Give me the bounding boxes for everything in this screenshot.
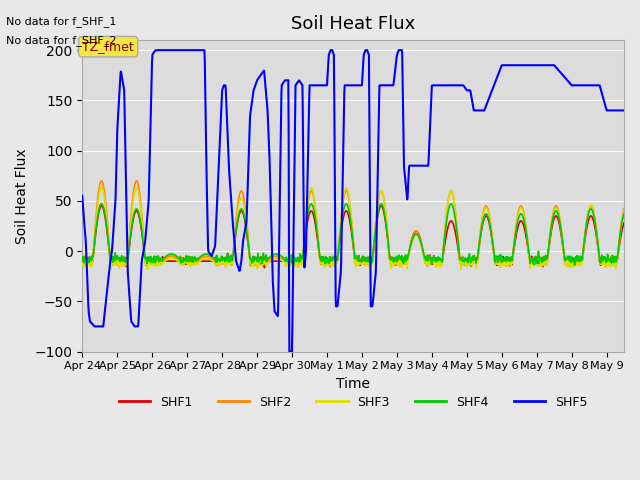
X-axis label: Time: Time [336, 377, 370, 391]
Legend: SHF1, SHF2, SHF3, SHF4, SHF5: SHF1, SHF2, SHF3, SHF4, SHF5 [114, 391, 593, 414]
Title: Soil Heat Flux: Soil Heat Flux [291, 15, 415, 33]
Text: TZ_fmet: TZ_fmet [83, 40, 134, 53]
Y-axis label: Soil Heat Flux: Soil Heat Flux [15, 148, 29, 244]
Text: No data for f_SHF_2: No data for f_SHF_2 [6, 35, 117, 46]
Text: No data for f_SHF_1: No data for f_SHF_1 [6, 16, 116, 27]
